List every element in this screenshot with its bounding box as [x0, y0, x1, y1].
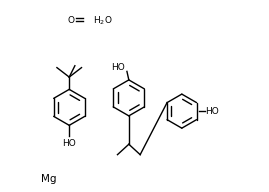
Text: HO: HO [112, 63, 125, 72]
Text: HO: HO [62, 139, 76, 148]
Text: H$_2$O: H$_2$O [93, 14, 112, 26]
Text: HO: HO [206, 107, 219, 116]
Text: Mg: Mg [41, 174, 56, 184]
Text: O: O [68, 16, 75, 25]
